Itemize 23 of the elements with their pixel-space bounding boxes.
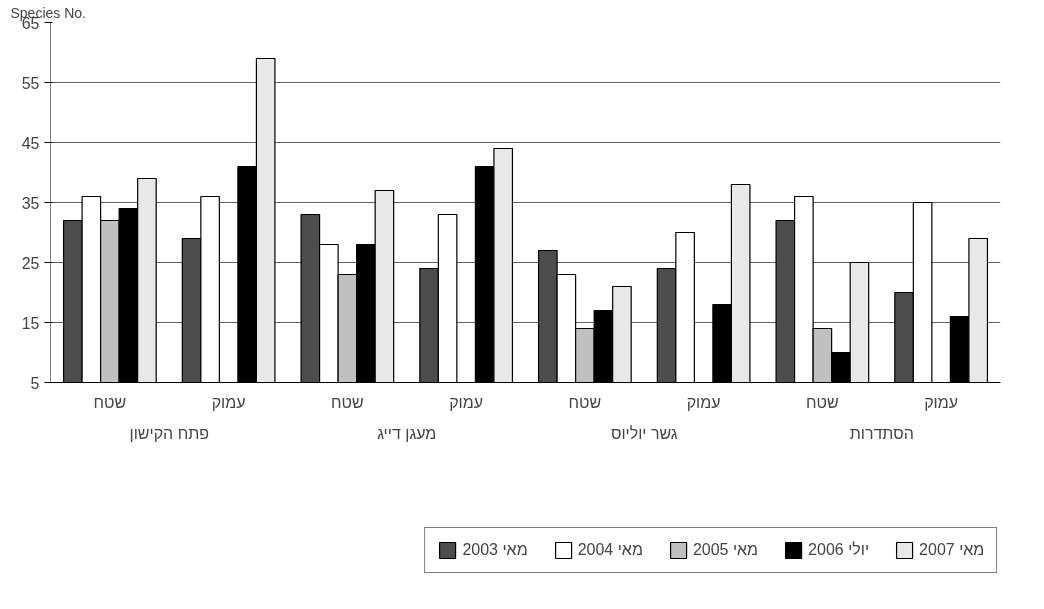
x-tick-label: עמוק <box>449 393 484 411</box>
x-tick-label: עמוק <box>686 393 721 411</box>
x-tick-label: עמוק <box>211 393 246 411</box>
x-tick-label: עמוק <box>924 393 959 411</box>
legend-label: מאי 2003 <box>462 541 528 560</box>
y-tick-label: 25 <box>21 254 40 272</box>
text: גשר יוליוס <box>610 424 678 442</box>
y-tick-label: 35 <box>21 194 40 212</box>
text: הסתדרות <box>849 424 914 442</box>
y-tick-label: 15 <box>21 314 40 332</box>
text: מעגן דייג <box>377 424 437 442</box>
x-tick-label: שטח <box>93 393 127 411</box>
y-tick-label: 5 <box>30 374 40 392</box>
legend-label: מאי 2004 <box>577 541 643 560</box>
text: פתח הקישון <box>129 424 210 442</box>
y-tick-label: 55 <box>21 74 40 92</box>
legend-label: מאי 2005 <box>692 541 759 560</box>
legend-label: מאי 2007 <box>919 541 985 560</box>
x-tick-label: שטח <box>568 393 602 411</box>
y-tick-label: 45 <box>21 134 40 152</box>
x-tick-label: שטח <box>806 393 839 411</box>
x-tick-label: שטח <box>331 393 364 411</box>
legend-label: יולי 2006 <box>808 541 870 560</box>
